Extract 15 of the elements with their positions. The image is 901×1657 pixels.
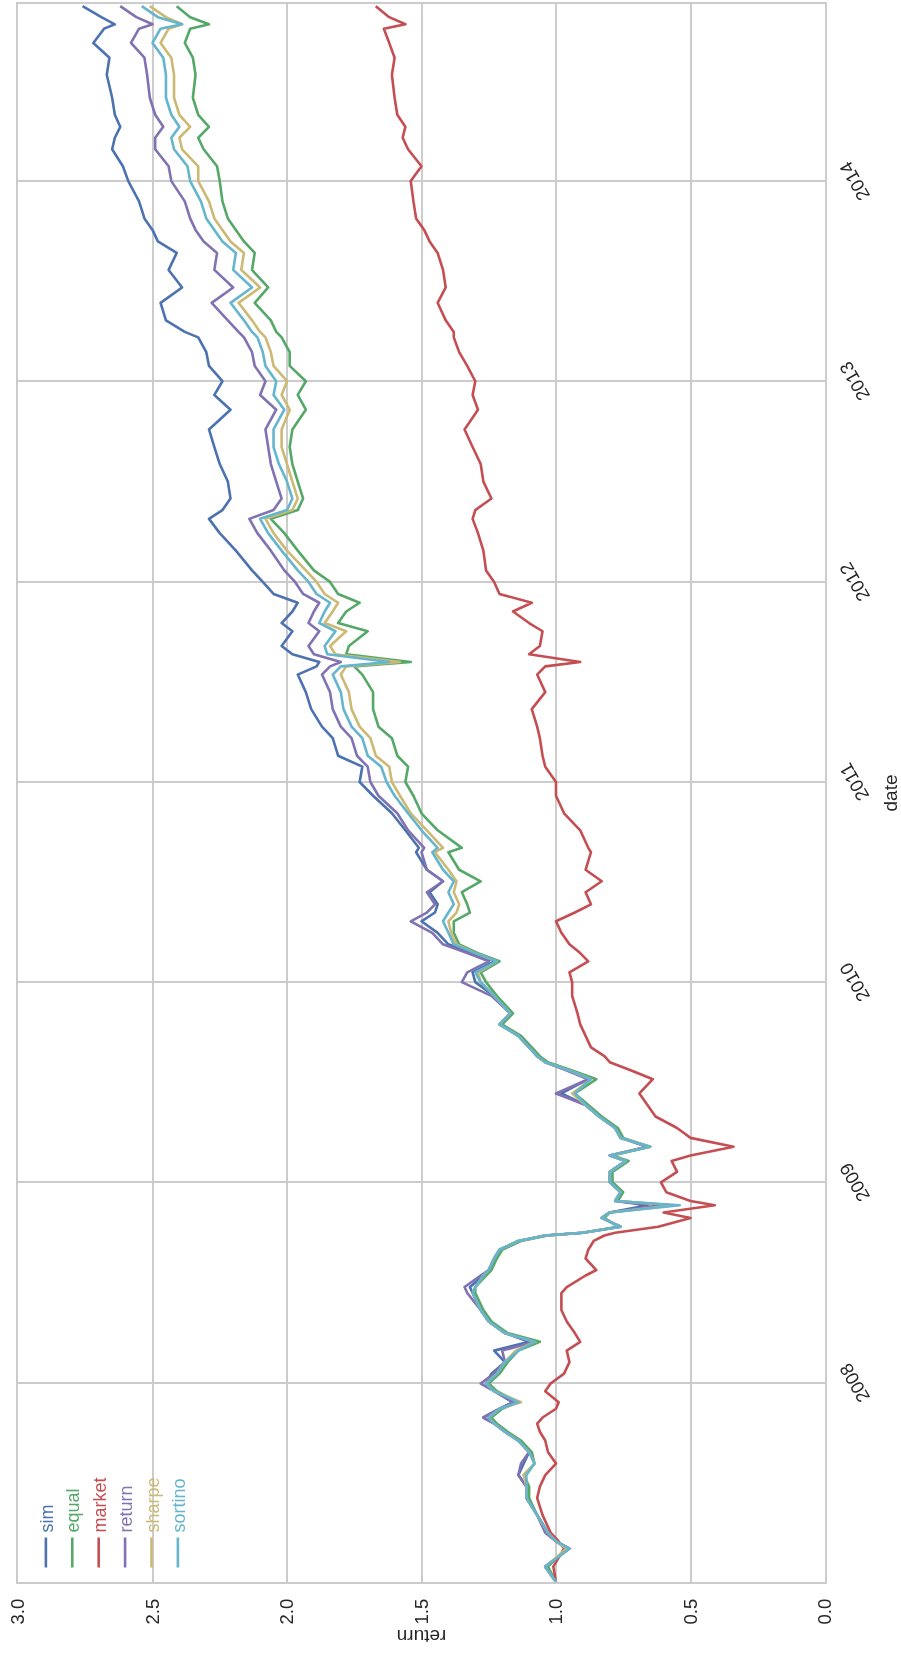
text: sharpe — [142, 1477, 163, 1533]
x-tick-label: 0.5 — [679, 1598, 701, 1625]
x-tick-label: 2.0 — [276, 1598, 298, 1625]
x-tick-label: 2.5 — [141, 1598, 163, 1625]
y-axis-title: date — [880, 774, 901, 812]
x-tick-label: 3.0 — [7, 1598, 29, 1625]
x-tick-label: 0.0 — [814, 1598, 836, 1625]
text: return — [116, 1485, 137, 1533]
x-tick-label: 1.0 — [545, 1598, 567, 1625]
text: equal — [63, 1488, 84, 1533]
text: sortino — [168, 1478, 189, 1533]
text: sim — [36, 1504, 57, 1533]
text: market — [89, 1477, 110, 1533]
x-tick-label: 1.5 — [410, 1598, 432, 1625]
x-axis-title: return — [396, 1626, 447, 1648]
